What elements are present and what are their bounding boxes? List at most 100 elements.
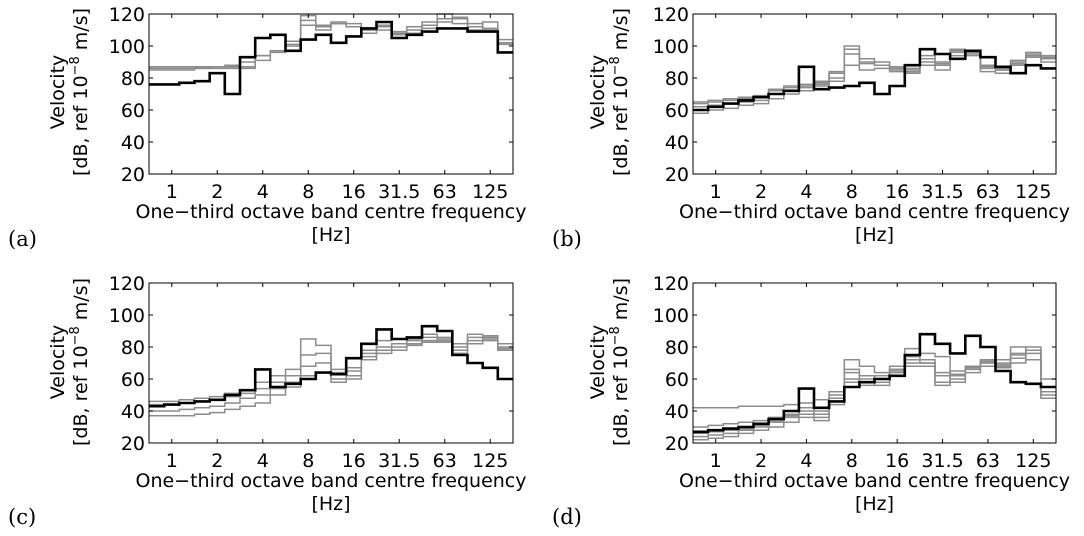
plot-frame xyxy=(148,282,514,444)
y-tick-label: 60 xyxy=(665,369,689,391)
x-tick-label: 2 xyxy=(211,450,223,472)
series-line-gray xyxy=(693,352,1056,435)
x-tick-label: 4 xyxy=(800,181,812,203)
x-tick-label: 1 xyxy=(166,181,178,203)
x-tick-label: 4 xyxy=(257,181,269,203)
panel-label: (c) xyxy=(8,505,36,529)
x-axis-label: One−third octave band centre frequency xyxy=(136,201,527,223)
y-tick-label: 60 xyxy=(121,369,145,391)
y-axis-label-exponent: −8 xyxy=(608,56,623,75)
panel-label: (b) xyxy=(552,227,582,251)
y-axis-label-line1: Velocity xyxy=(47,325,69,400)
x-axis-label: One−third octave band centre frequency xyxy=(679,470,1070,492)
y-tick-label: 120 xyxy=(109,4,145,26)
x-tick-label: 4 xyxy=(257,450,269,472)
y-axis-label-exponent: −8 xyxy=(68,326,83,345)
y-axis-label-unit: m/s] xyxy=(70,278,92,326)
x-tick-label: 125 xyxy=(1015,181,1051,203)
series-line-black xyxy=(149,20,513,96)
x-axis-unit: [Hz] xyxy=(311,224,350,246)
y-axis-label-line1: Velocity xyxy=(587,55,609,130)
x-tick-label: 2 xyxy=(755,450,767,472)
x-axis-unit: [Hz] xyxy=(855,224,894,246)
x-tick-label: 31.5 xyxy=(378,181,420,203)
x-tick-label: 4 xyxy=(800,450,812,472)
y-axis-label-text: [dB, ref 10 xyxy=(70,75,92,176)
y-axis-label: Velocity [dB, ref 10−8 m/s] xyxy=(587,8,632,176)
y-tick-label: 120 xyxy=(109,273,145,295)
x-tick-label: 63 xyxy=(976,181,1000,203)
y-axis-label-line2: [dB, ref 10−8 m/s] xyxy=(608,278,632,446)
x-tick-label: 8 xyxy=(302,450,314,472)
y-tick-label: 100 xyxy=(653,36,689,58)
x-tick-label: 125 xyxy=(1015,450,1051,472)
x-tick-label: 63 xyxy=(976,450,1000,472)
y-axis-label-unit: m/s] xyxy=(70,8,92,56)
y-tick-label: 60 xyxy=(665,100,689,122)
x-tick-label: 63 xyxy=(433,450,457,472)
y-tick-label: 80 xyxy=(665,68,689,90)
y-tick-label: 60 xyxy=(121,100,145,122)
y-axis-label: Velocity [dB, ref 10−8 m/s] xyxy=(47,278,92,446)
y-axis-label: Velocity [dB, ref 10−8 m/s] xyxy=(587,278,632,446)
y-axis-label-line1: Velocity xyxy=(587,325,609,400)
y-tick-label: 80 xyxy=(121,337,145,359)
y-tick-label: 80 xyxy=(665,337,689,359)
x-tick-label: 2 xyxy=(211,181,223,203)
y-axis-label-line1: Velocity xyxy=(47,55,69,130)
x-tick-label: 1 xyxy=(710,450,722,472)
plot-frame xyxy=(692,282,1057,444)
x-tick-label: 31.5 xyxy=(921,181,963,203)
y-tick-label: 40 xyxy=(121,401,145,423)
x-tick-label: 16 xyxy=(885,181,909,203)
y-tick-label: 100 xyxy=(109,305,145,327)
x-tick-label: 1 xyxy=(166,450,178,472)
x-tick-label: 16 xyxy=(342,450,366,472)
y-tick-label: 80 xyxy=(121,68,145,90)
x-tick-label: 8 xyxy=(846,181,858,203)
panel-label: (d) xyxy=(552,505,582,529)
series-line-gray xyxy=(693,346,1056,441)
y-tick-label: 40 xyxy=(665,132,689,154)
y-tick-label: 40 xyxy=(121,132,145,154)
y-axis-label-line2: [dB, ref 10−8 m/s] xyxy=(608,8,632,176)
x-tick-label: 8 xyxy=(302,181,314,203)
y-axis-label-text: [dB, ref 10 xyxy=(70,345,92,446)
y-tick-label: 100 xyxy=(653,305,689,327)
y-axis-label-exponent: −8 xyxy=(68,56,83,75)
y-tick-label: 20 xyxy=(665,433,689,455)
y-axis-label-line2: [dB, ref 10−8 m/s] xyxy=(68,278,92,446)
y-tick-label: 120 xyxy=(653,4,689,26)
y-tick-label: 20 xyxy=(121,164,145,186)
plot-frame xyxy=(692,13,1057,175)
y-tick-label: 20 xyxy=(121,433,145,455)
panel-label: (a) xyxy=(8,227,37,251)
y-axis-label: Velocity [dB, ref 10−8 m/s] xyxy=(47,8,92,176)
y-axis-label-unit: m/s] xyxy=(610,278,632,326)
series-line-black xyxy=(149,324,513,408)
x-tick-label: 2 xyxy=(755,181,767,203)
x-tick-label: 1 xyxy=(710,181,722,203)
y-tick-label: 40 xyxy=(665,401,689,423)
y-axis-label-text: [dB, ref 10 xyxy=(610,75,632,176)
y-axis-label-unit: m/s] xyxy=(610,8,632,56)
x-tick-label: 31.5 xyxy=(378,450,420,472)
y-tick-label: 20 xyxy=(665,164,689,186)
x-axis-unit: [Hz] xyxy=(855,493,894,515)
x-tick-label: 125 xyxy=(472,181,508,203)
x-axis-unit: [Hz] xyxy=(311,493,350,515)
plot-frame xyxy=(148,13,514,175)
series-line-gray xyxy=(693,54,1056,114)
y-axis-label-exponent: −8 xyxy=(608,326,623,345)
x-axis-label: One−third octave band centre frequency xyxy=(679,201,1070,223)
x-axis-label: One−third octave band centre frequency xyxy=(136,470,527,492)
x-tick-label: 8 xyxy=(846,450,858,472)
x-tick-label: 16 xyxy=(342,181,366,203)
x-tick-label: 16 xyxy=(885,450,909,472)
y-tick-label: 120 xyxy=(653,273,689,295)
